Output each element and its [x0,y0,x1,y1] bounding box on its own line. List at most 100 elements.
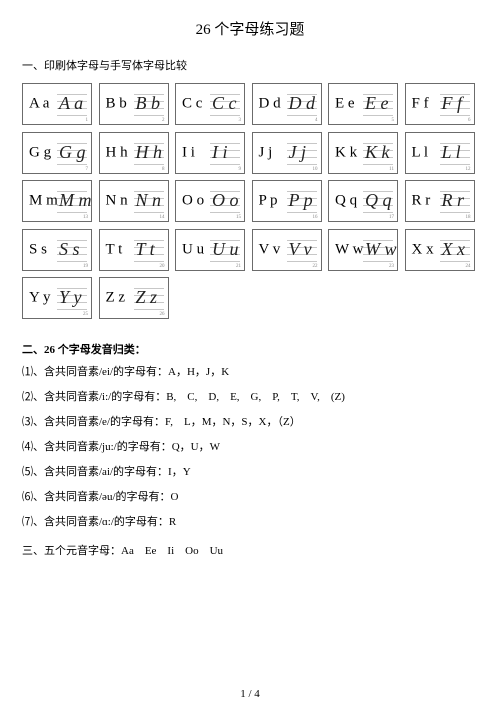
card-index: 16 [313,215,318,220]
handwritten-letter: J j [289,141,307,163]
handwriting-area: R r [440,189,470,213]
section2-heading: 二、26 个字母发音归类： [22,341,478,357]
section3-body: Aa Ee Ii Oo Uu [121,545,223,557]
handwritten-letter: B b [136,92,161,114]
letter-card-grid: A aA a1B bB b2C cC c3D dD d4E eE e5F fF … [22,83,478,319]
letter-card: D dD d4 [252,83,322,125]
print-letter: S s [29,241,47,258]
print-letter: H h [106,144,128,161]
phoneme-row: ⑷、含共同音素/ju:/的字母有：Q，U，W [22,442,478,453]
card-index: 19 [83,264,88,269]
print-letter: L l [412,144,429,161]
letter-card: B bB b2 [99,83,169,125]
card-index: 9 [239,167,242,172]
handwriting-area: X x [440,238,470,262]
print-letter: A a [29,96,49,113]
letter-card: P pP p16 [252,180,322,222]
handwriting-area: V v [287,238,317,262]
print-letter: Z z [106,290,126,307]
handwriting-area: H h [134,141,164,165]
phoneme-list: ⑴、含共同音素/ei/的字母有：A，H，J，K⑵、含共同音素/i:/的字母有：B… [22,367,478,528]
handwriting-area: C c [210,92,240,116]
print-letter: T t [106,241,123,258]
letter-card: F fF f6 [405,83,475,125]
phoneme-row: ⑴、含共同音素/ei/的字母有：A，H，J，K [22,367,478,378]
letter-card: U uU u21 [175,229,245,271]
letter-card: W wW w23 [328,229,398,271]
letter-card: R rR r18 [405,180,475,222]
handwritten-letter: N n [136,189,162,211]
page-title: 26 个字母练习题 [22,18,478,39]
letter-card: M mM m13 [22,180,92,222]
section1-heading: 一、印刷体字母与手写体字母比较 [22,57,478,73]
handwriting-area: M m [57,189,87,213]
print-letter: R r [412,193,431,210]
handwriting-area: E e [363,92,393,116]
handwritten-letter: F f [442,92,463,114]
handwriting-area: G g [57,141,87,165]
card-index: 20 [160,264,165,269]
print-letter: P p [259,193,278,210]
handwriting-area: Z z [134,286,164,310]
handwritten-letter: V v [289,238,312,260]
card-index: 21 [236,264,241,269]
handwritten-letter: Q q [365,189,392,211]
card-index: 17 [389,215,394,220]
print-letter: Q q [335,193,357,210]
card-index: 25 [83,312,88,317]
handwritten-letter: S s [59,238,80,260]
card-index: 3 [239,118,242,123]
print-letter: M m [29,193,58,210]
card-index: 11 [389,167,394,172]
letter-card: A aA a1 [22,83,92,125]
card-index: 15 [236,215,241,220]
letter-card: Y yY y25 [22,277,92,319]
handwritten-letter: P p [289,189,313,211]
handwritten-letter: R r [442,189,465,211]
letter-card: E eE e5 [328,83,398,125]
print-letter: F f [412,96,429,113]
handwritten-letter: M m [59,189,92,211]
letter-card: Z zZ z26 [99,277,169,319]
handwritten-letter: Y y [59,286,82,308]
handwritten-letter: W w [365,238,397,260]
phoneme-row: ⑺、含共同音素/ɑ:/的字母有：R [22,517,478,528]
card-index: 24 [466,264,471,269]
phoneme-row: ⑸、含共同音素/ai/的字母有：I，Y [22,467,478,478]
handwriting-area: J j [287,141,317,165]
card-index: 22 [313,264,318,269]
handwritten-letter: D d [289,92,316,114]
letter-card: V vV v22 [252,229,322,271]
letter-card: L lL l12 [405,132,475,174]
handwritten-letter: E e [365,92,388,114]
handwriting-area: I i [210,141,240,165]
letter-card: O o O o 15 [175,180,245,222]
handwriting-area: P p [287,189,317,213]
handwritten-letter: C c [212,92,237,114]
handwriting-area: O o [210,189,240,213]
page-footer: 1 / 4 [0,688,500,700]
card-index: 2 [162,118,165,123]
print-letter: U u [182,241,204,258]
print-letter: J j [259,144,273,161]
handwritten-letter: H h [136,141,163,163]
letter-card: I iI i9 [175,132,245,174]
print-letter: Y y [29,290,51,307]
card-index: 8 [162,167,165,172]
print-letter: O o [182,193,204,210]
print-letter: B b [106,96,127,113]
print-letter: W w [335,241,363,258]
handwriting-area: W w [363,238,393,262]
handwriting-area: S s [57,238,87,262]
handwritten-letter: K k [365,141,390,163]
print-letter: E e [335,96,355,113]
handwriting-area: F f [440,92,470,116]
print-letter: G g [29,144,51,161]
section3-row: 三、五个元音字母：Aa Ee Ii Oo Uu [22,542,478,558]
handwritten-letter: Z z [136,286,158,308]
handwritten-letter: L l [442,141,461,163]
handwriting-area: A a [57,92,87,116]
page: 26 个字母练习题 一、印刷体字母与手写体字母比较 A aA a1B bB b2… [0,0,500,706]
handwriting-area: T t [134,238,164,262]
phoneme-row: ⑶、含共同音素/e/的字母有：F, L，M，N，S，X，（Z） [22,417,478,428]
